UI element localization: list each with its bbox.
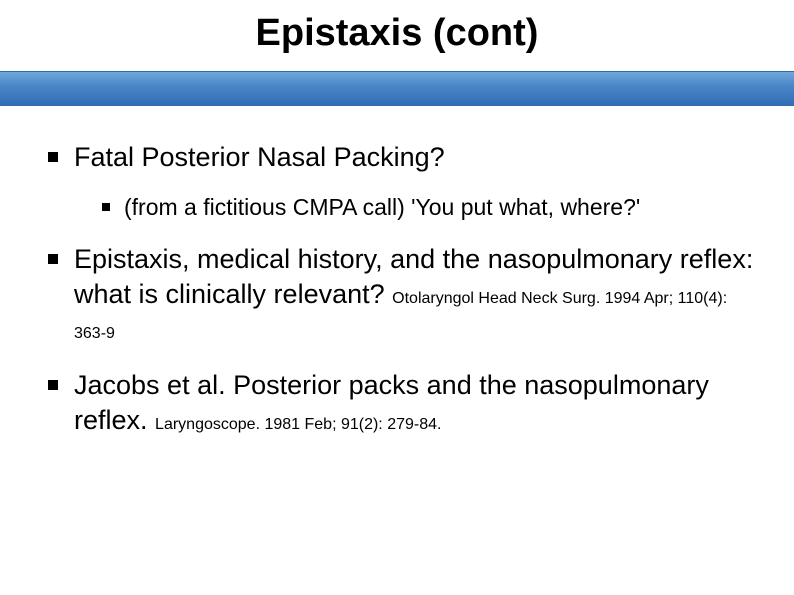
citation-text: Laryngoscope. 1981 Feb; 91(2): 279-84.: [155, 416, 441, 433]
bullet-item: Jacobs et al. Posterior packs and the na…: [48, 368, 754, 437]
square-bullet-icon: [102, 203, 110, 211]
bullet-text: Fatal Posterior Nasal Packing?: [74, 140, 445, 175]
square-bullet-icon: [48, 152, 58, 162]
sub-bullet-text: (from a fictitious CMPA call) 'You put w…: [124, 193, 640, 223]
bullet-item: Fatal Posterior Nasal Packing?: [48, 140, 754, 175]
bullet-item: Epistaxis, medical history, and the naso…: [48, 242, 754, 346]
slide-title: Epistaxis (cont): [0, 12, 794, 55]
square-bullet-icon: [48, 254, 58, 264]
slide-body: Fatal Posterior Nasal Packing? (from a f…: [48, 140, 754, 455]
bullet-text: Jacobs et al. Posterior packs and the na…: [74, 368, 754, 437]
bullet-text: Epistaxis, medical history, and the naso…: [74, 242, 754, 346]
sub-bullet-item: (from a fictitious CMPA call) 'You put w…: [102, 193, 754, 223]
title-band: [0, 72, 794, 106]
square-bullet-icon: [48, 380, 58, 390]
